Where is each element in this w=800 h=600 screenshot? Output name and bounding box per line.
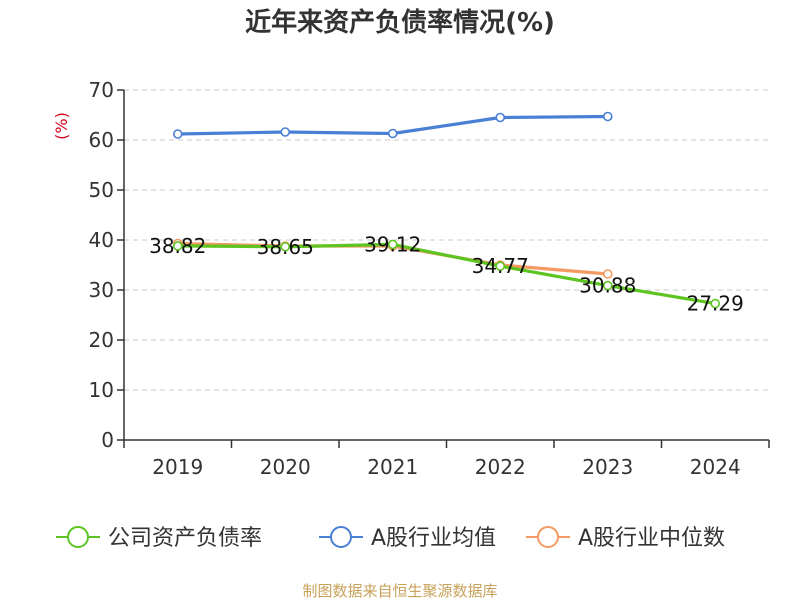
data-point bbox=[495, 112, 506, 123]
legend-marker bbox=[67, 526, 89, 548]
y-tick-label: 10 bbox=[89, 378, 114, 402]
y-tick-label: 30 bbox=[89, 278, 114, 302]
gridlines bbox=[124, 89, 769, 391]
series-industry-mean bbox=[172, 111, 613, 139]
x-tick-label: 2021 bbox=[367, 455, 418, 479]
data-point bbox=[172, 129, 183, 139]
y-tick-label: 60 bbox=[89, 128, 114, 152]
legend-item[interactable]: A股行业均值 bbox=[319, 526, 496, 551]
legend[interactable]: 公司资产负债率 A股行业均值 A股行业中位数 bbox=[56, 526, 725, 551]
data-point bbox=[710, 298, 721, 309]
x-tick-label: 2023 bbox=[582, 455, 633, 479]
series-layer bbox=[172, 111, 721, 309]
data-point bbox=[280, 241, 291, 252]
data-label: 38.82 bbox=[149, 234, 206, 258]
data-point bbox=[387, 128, 398, 139]
data-point bbox=[387, 239, 398, 250]
y-axis-label: (%) bbox=[52, 112, 71, 140]
legend-label: A股行业均值 bbox=[371, 526, 496, 551]
series-company bbox=[172, 239, 721, 309]
x-tick-label: 2022 bbox=[475, 455, 526, 479]
series-line bbox=[177, 242, 716, 306]
legend-item[interactable]: A股行业中位数 bbox=[526, 526, 725, 551]
legend-marker bbox=[537, 526, 559, 548]
y-tick-label: 20 bbox=[89, 328, 114, 352]
data-labels: 38.82 38.65 39.12 34.77 30.88 27.29 bbox=[149, 232, 744, 315]
legend-marker bbox=[330, 526, 352, 548]
y-axis: 0 10 20 30 40 50 60 70 bbox=[89, 78, 125, 452]
y-tick-label: 50 bbox=[89, 178, 114, 202]
data-point bbox=[172, 241, 183, 251]
legend-label: A股行业中位数 bbox=[578, 526, 725, 551]
y-tick-label: 40 bbox=[89, 228, 114, 252]
legend-item[interactable]: 公司资产负债率 bbox=[56, 526, 262, 551]
x-tick-label: 2019 bbox=[152, 455, 203, 479]
x-axis: 2019 2020 2021 2022 2023 2024 bbox=[123, 439, 770, 479]
data-label: 38.65 bbox=[257, 235, 314, 259]
data-point bbox=[602, 111, 613, 122]
data-point bbox=[280, 127, 291, 137]
x-tick-label: 2024 bbox=[690, 455, 741, 479]
y-tick-label: 70 bbox=[89, 78, 114, 102]
data-point bbox=[602, 280, 613, 291]
y-tick-label: 0 bbox=[101, 428, 114, 452]
data-label: 30.88 bbox=[579, 274, 636, 298]
data-label: 39.12 bbox=[364, 232, 421, 256]
data-label: 27.29 bbox=[687, 292, 744, 316]
data-point bbox=[602, 269, 613, 279]
legend-label: 公司资产负债率 bbox=[108, 526, 262, 551]
chart-title: 近年来资产负债率情况(%) bbox=[245, 7, 555, 38]
source-note: 制图数据来自恒生聚源数据库 bbox=[302, 582, 497, 600]
data-label: 34.77 bbox=[472, 254, 529, 278]
data-point bbox=[495, 261, 506, 271]
x-tick-label: 2020 bbox=[260, 455, 311, 479]
